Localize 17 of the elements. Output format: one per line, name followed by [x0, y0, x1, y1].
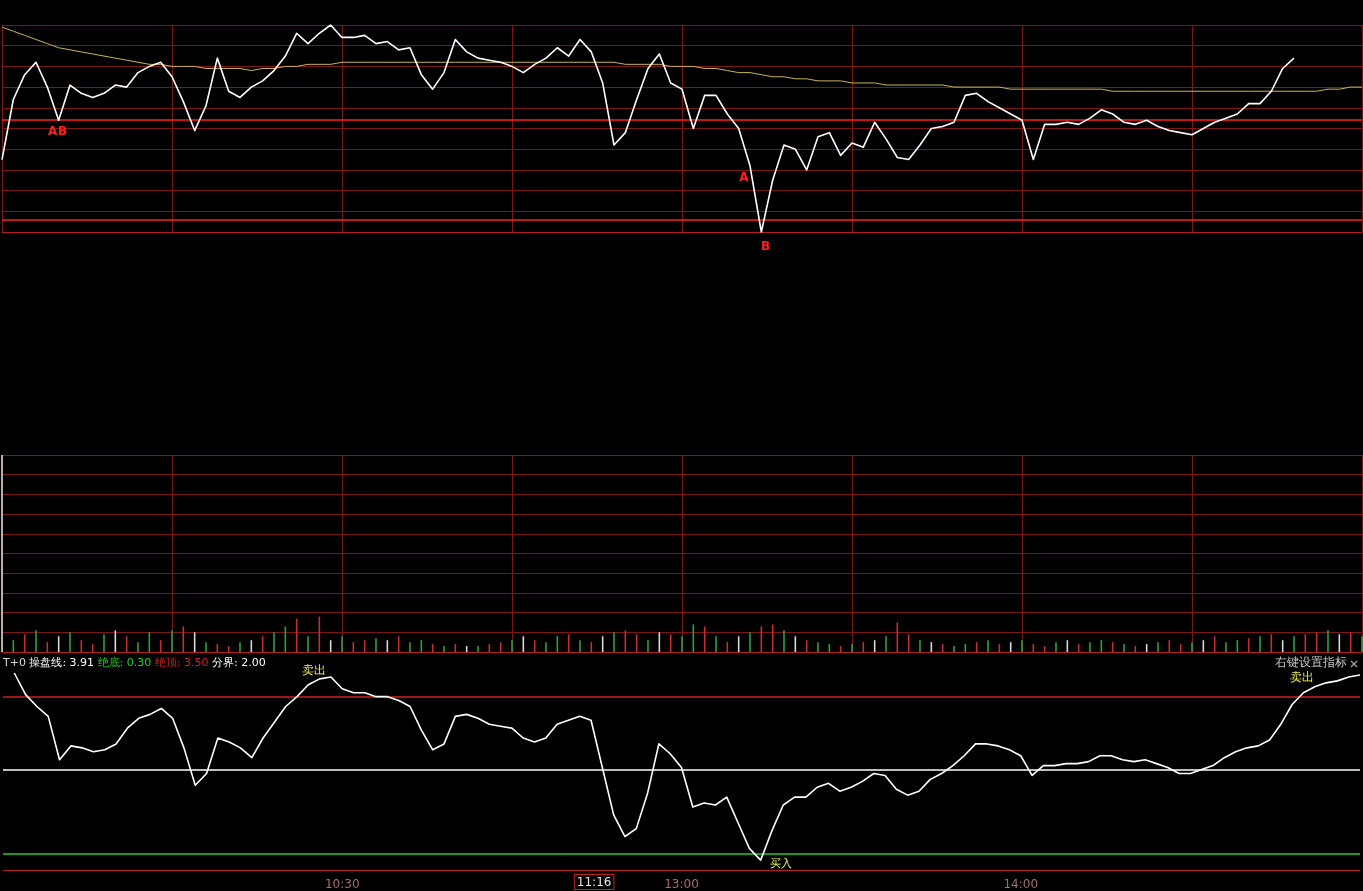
annotation: B	[58, 124, 68, 139]
text: 分界: 2.00	[212, 656, 266, 669]
text: 操盘线: 3.91	[29, 656, 95, 669]
x-tick-label: 14:00	[1003, 877, 1039, 891]
annotation: 卖出	[301, 662, 326, 677]
text: 11:16	[576, 875, 612, 889]
annotation: 卖出	[1290, 670, 1314, 684]
x-tick-label: 13:00	[664, 877, 699, 891]
text: B	[761, 239, 771, 253]
text: 右键设置指标	[1275, 655, 1347, 669]
chart-title: T+0	[2, 656, 26, 669]
text: 绝底: 0.30	[97, 656, 152, 669]
annotation: A	[48, 124, 59, 139]
text: 绝顶: 3.50	[154, 656, 209, 669]
annotation: 买入	[770, 857, 792, 870]
annotation: A	[739, 169, 750, 184]
x-tick-label: 10:30	[324, 877, 360, 891]
